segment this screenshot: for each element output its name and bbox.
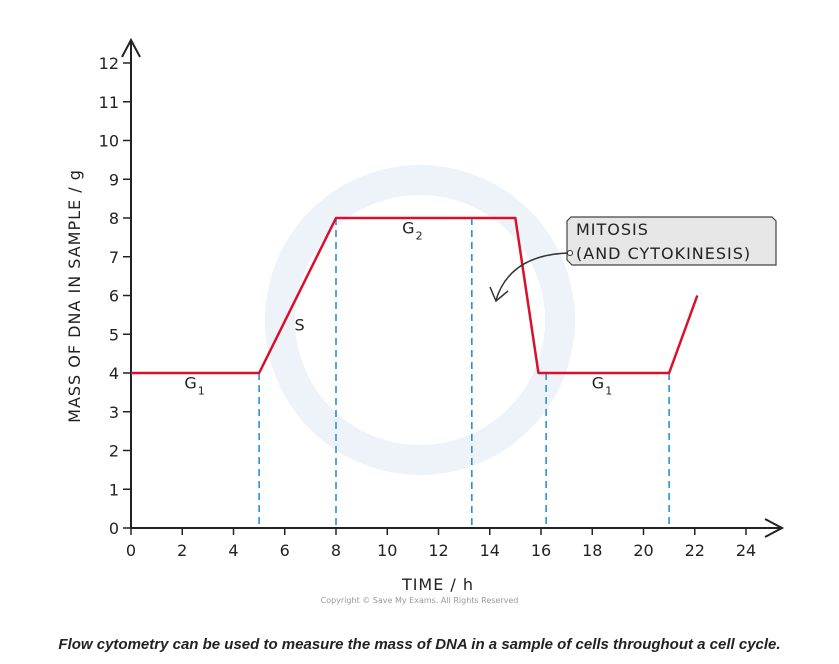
x-tick-label: 18: [582, 541, 602, 560]
y-tick-label: 3: [109, 403, 119, 422]
x-axis-arrow: [764, 518, 785, 538]
annotation-dot: [567, 250, 573, 256]
x-tick-label: 12: [428, 541, 448, 560]
phase-label-subscript: 1: [198, 385, 206, 398]
x-tick-label: 14: [480, 541, 500, 560]
annotation-line2: (AND CYTOKINESIS): [576, 244, 751, 263]
x-axis-label: TIME / h: [401, 575, 474, 594]
x-tick-label: 8: [331, 541, 341, 560]
phase-label: G1: [184, 374, 205, 398]
phase-label-subscript: 2: [416, 230, 424, 243]
y-tick-label: 8: [109, 209, 119, 228]
x-tick-label: 6: [280, 541, 290, 560]
phase-label-text: G: [184, 374, 197, 393]
y-tick-label: 7: [109, 248, 119, 267]
y-tick-label: 6: [109, 287, 119, 306]
y-tick-label: 1: [109, 480, 119, 499]
phase-label: S: [295, 315, 306, 334]
phase-label-subscript: 1: [605, 385, 613, 398]
x-tick-label: 2: [177, 541, 187, 560]
caption: Flow cytometry can be used to measure th…: [58, 636, 781, 653]
y-tick-label: 11: [99, 93, 119, 112]
annotation-line1: MITOSIS: [576, 220, 649, 239]
phase-label-text: G: [402, 219, 415, 238]
x-tick-label: 24: [736, 541, 756, 560]
x-tick-label: 22: [685, 541, 705, 560]
watermark-logo: [265, 165, 575, 475]
y-tick-label: 5: [109, 325, 119, 344]
x-tick-label: 20: [633, 541, 653, 560]
x-tick-label: 10: [377, 541, 397, 560]
phase-label-text: S: [295, 315, 306, 334]
x-tick-label: 0: [126, 541, 136, 560]
annotation-arrow: [495, 252, 569, 301]
x-tick-label: 4: [228, 541, 238, 560]
y-tick-label: 12: [99, 54, 119, 73]
y-tick-label: 4: [109, 364, 119, 383]
copyright: Copyright © Save My Exams. All Rights Re…: [320, 596, 519, 605]
y-tick-label: 2: [109, 442, 119, 461]
y-axis-label: MASS OF DNA IN SAMPLE / g: [65, 169, 84, 423]
phase-label-text: G: [592, 374, 605, 393]
annotation-box: [566, 216, 777, 266]
y-axis-arrow: [121, 37, 141, 58]
y-tick-label: 0: [109, 519, 119, 538]
phase-label: G1: [592, 374, 613, 398]
phase-label: G2: [402, 219, 423, 243]
x-tick-label: 16: [531, 541, 551, 560]
y-tick-label: 9: [109, 170, 119, 189]
annotation-arrowhead: [489, 286, 509, 303]
y-tick-label: 10: [99, 132, 119, 151]
